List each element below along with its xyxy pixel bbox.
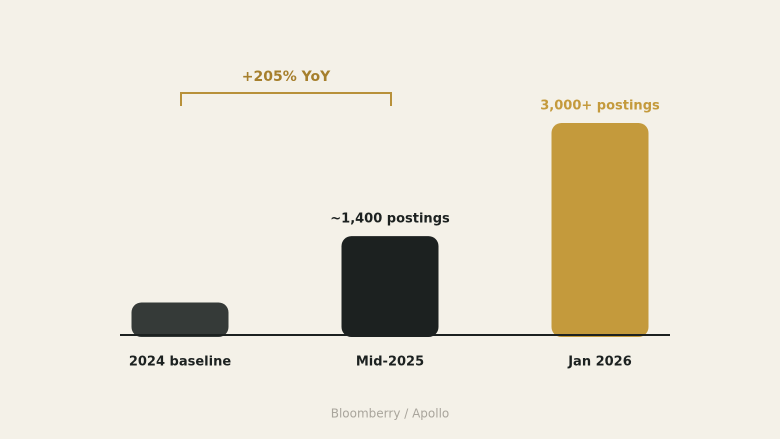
bar — [131, 302, 229, 337]
source: Bloomberry / Apollo — [331, 407, 450, 421]
bar — [551, 123, 649, 337]
x-tick-label: 2024 baseline — [129, 355, 232, 370]
x-tick-label: Mid-2025 — [356, 355, 424, 370]
x-tick-label: Jan 2026 — [567, 355, 632, 370]
annotation: +205% YoY — [242, 69, 331, 85]
annotation-bracket — [180, 92, 392, 106]
value-label: 3,000+ postings — [540, 99, 660, 114]
bar — [341, 236, 439, 337]
value-label: ~1,400 postings — [330, 212, 450, 227]
